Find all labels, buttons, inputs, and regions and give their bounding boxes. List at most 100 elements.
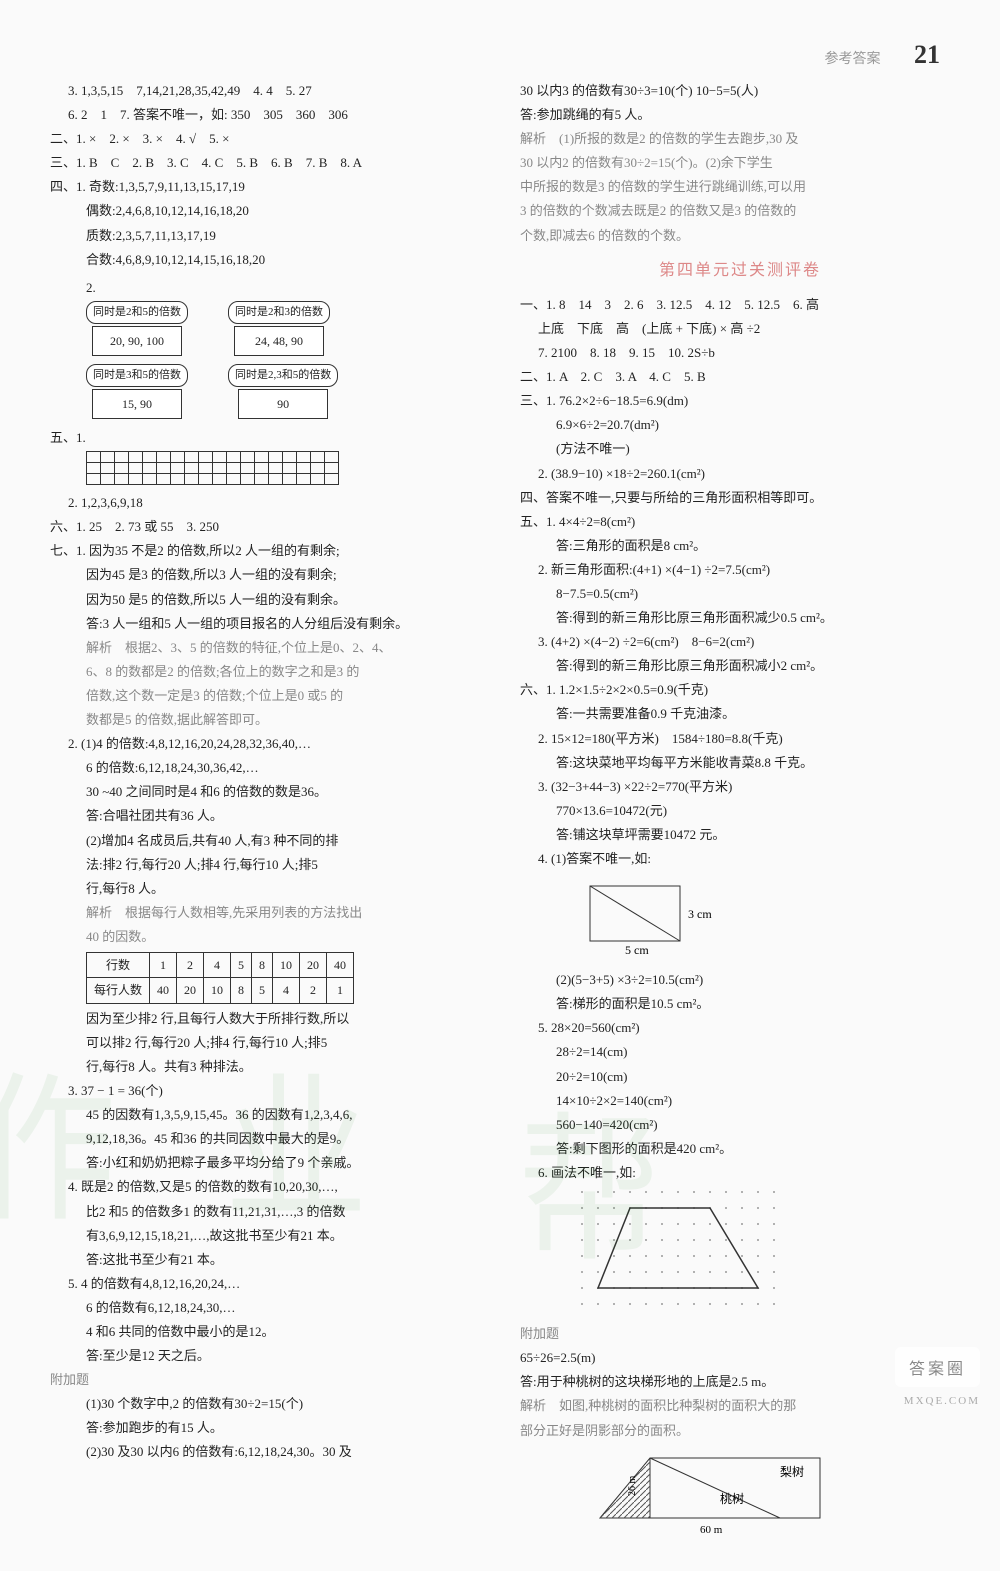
text-line: 5. 28×20=560(cm²) [520, 1017, 960, 1039]
text-line: 答:铺这块草坪需要10472 元。 [520, 824, 960, 846]
analysis-line: 中所报的数是3 的倍数的学生进行跳绳训练,可以用 [520, 176, 960, 198]
text-line: 答:小红和奶奶把粽子最多平均分给了9 个亲戚。 [50, 1152, 490, 1174]
analysis-line: 6、8 的数都是2 的倍数;各位上的数字之和是3 的 [50, 661, 490, 683]
text-line: 3. (32−3+44−3) ×22÷2=770(平方米) [520, 776, 960, 798]
factors-table: 行数 1 2 4 5 8 10 20 40 每行人数 40 20 10 8 5 … [86, 952, 354, 1004]
text-line: 6. 2 1 7. 答案不唯一，如: 350 305 360 306 [50, 104, 490, 126]
text-line: 三、1. 76.2×2÷6−18.5=6.9(dm) [520, 390, 960, 412]
peach-label: 桃树 [720, 1491, 744, 1506]
text-line: 五、1. [50, 427, 490, 449]
corner-sub: MXQE.COM [904, 1395, 980, 1407]
table-cell: 5 [252, 978, 273, 1003]
analysis-line: 3 的倍数的个数减去既是2 的倍数又是3 的倍数的 [520, 200, 960, 222]
text-line: (2)增加4 名成员后,共有40 人,有3 种不同的排 [50, 830, 490, 852]
text-line: 560−140=420(cm²) [520, 1114, 960, 1136]
table-cell: 1 [150, 952, 177, 977]
text-line: (2)(5−3+5) ×3÷2=10.5(cm²) [520, 969, 960, 991]
text-line: (2)30 及30 以内6 的倍数有:6,12,18,24,30。30 及 [50, 1441, 490, 1463]
table-cell: 每行人数 [87, 978, 150, 1003]
text-line: 3. 37 − 1 = 36(个) [50, 1080, 490, 1102]
text-line: 可以排2 行,每行20 人;排4 行,每行10 人;排5 [50, 1032, 490, 1054]
box-data: 90 [238, 389, 328, 419]
text-line: 因为至少排2 行,且每行人数大于所排行数,所以 [50, 1008, 490, 1030]
text-line: 答:这块菜地平均每平方米能收青菜8.8 千克。 [520, 752, 960, 774]
text-line: 行,每行8 人。共有3 种排法。 [50, 1056, 490, 1078]
main-content: 3. 1,3,5,15 7,14,21,28,35,42,49 4. 4 5. … [0, 0, 1000, 1571]
analysis-line: 解析 根据2、3、5 的倍数的特征,个位上是0、2、4、 [50, 637, 490, 659]
text-line: 2. 15×12=180(平方米) 1584÷180=8.8(千克) [520, 728, 960, 750]
right-column: 30 以内3 的倍数有30÷3=10(个) 10−5=5(人) 答:参加跳绳的有… [520, 80, 960, 1551]
text-line: 比2 和5 的倍数多1 的数有11,21,31,…,3 的倍数 [50, 1201, 490, 1223]
analysis-line: 倍数,这个数一定是3 的倍数;个位上是0 或5 的 [50, 685, 490, 707]
table-cell: 4 [204, 952, 231, 977]
text-line: 答:剩下图形的面积是420 cm²。 [520, 1138, 960, 1160]
box-label: 同时是2和5的倍数 [86, 301, 188, 324]
table-cell: 10 [204, 978, 231, 1003]
page-header: 参考答案 21 [825, 40, 941, 70]
text-line: 有3,6,9,12,15,18,21,…,故这批书至少有21 本。 [50, 1225, 490, 1247]
text-line: 4 和6 共同的倍数中最小的是12。 [50, 1321, 490, 1343]
text-line: 二、1. × 2. × 3. × 4. √ 5. × [50, 128, 490, 150]
text-line: 因为50 是5 的倍数,所以5 人一组的没有剩余。 [50, 589, 490, 611]
text-line: 6. 画法不唯一,如: [520, 1162, 960, 1184]
text-line: 四、答案不唯一,只要与所给的三角形面积相等即可。 [520, 487, 960, 509]
text-line: 7. 2100 8. 18 9. 15 10. 2S÷b [520, 342, 960, 364]
corner-badge: 答案圈 [895, 1347, 980, 1387]
text-line: 答:3 人一组和5 人一组的项目报名的人分组后没有剩余。 [50, 613, 490, 635]
box-label: 同时是2和3的倍数 [228, 301, 330, 324]
table-cell: 2 [300, 978, 327, 1003]
dim-label: 60 m [700, 1524, 723, 1536]
table-cell: 20 [300, 952, 327, 977]
text-line: 一、1. 8 14 3 2. 6 3. 12.5 4. 12 5. 12.5 6… [520, 294, 960, 316]
analysis-line: 解析 如图,种桃树的面积比种梨树的面积大的那 [520, 1395, 960, 1417]
table-cell: 8 [252, 952, 273, 977]
text-line: 六、1. 25 2. 73 或 55 3. 250 [50, 516, 490, 538]
table-cell: 1 [327, 978, 354, 1003]
text-line: 答:梯形的面积是10.5 cm²。 [520, 993, 960, 1015]
text-line: 3. 1,3,5,15 7,14,21,28,35,42,49 4. 4 5. … [50, 80, 490, 102]
analysis-line: 40 的因数。 [50, 926, 490, 948]
box-data: 20, 90, 100 [92, 326, 182, 356]
dim-label: 5 cm [625, 943, 649, 956]
text-line: 法:排2 行,每行20 人;排4 行,每行10 人;排5 [50, 854, 490, 876]
triangle-diagram: 3 cm 5 cm [580, 876, 960, 963]
box-data: 15, 90 [92, 389, 182, 419]
pear-label: 梨树 [780, 1464, 804, 1479]
text-line: 答:得到的新三角形比原三角形面积减小2 cm²。 [520, 655, 960, 677]
bonus-label: 附加题 [520, 1323, 960, 1345]
text-line: 30 以内3 的倍数有30÷3=10(个) 10−5=5(人) [520, 80, 960, 102]
text-line: (方法不唯一) [520, 438, 960, 460]
text-line: 答:三角形的面积是8 cm²。 [520, 535, 960, 557]
grid-shape-diagram [580, 1190, 960, 1317]
text-line: 28÷2=14(cm) [520, 1041, 960, 1063]
analysis-line: 解析 (1)所报的数是2 的倍数的学生去跑步,30 及 [520, 128, 960, 150]
text-line: 合数:4,6,8,9,10,12,14,15,16,18,20 [50, 249, 490, 271]
page-number: 21 [914, 40, 940, 69]
text-line: 5. 4 的倍数有4,8,12,16,20,24,… [50, 1273, 490, 1295]
analysis-line: 部分正好是阴影部分的面积。 [520, 1420, 960, 1442]
text-line: 2. (1)4 的倍数:4,8,12,16,20,24,28,32,36,40,… [50, 733, 490, 755]
table-cell: 5 [231, 952, 252, 977]
table-cell: 2 [177, 952, 204, 977]
left-column: 3. 1,3,5,15 7,14,21,28,35,42,49 4. 4 5. … [50, 80, 490, 1551]
text-line: 行,每行8 人。 [50, 878, 490, 900]
text-line: 30 ~40 之间同时是4 和6 的倍数的数是36。 [50, 781, 490, 803]
analysis-line: 数都是5 的倍数,据此解答即可。 [50, 709, 490, 731]
text-line: 770×13.6=10472(元) [520, 800, 960, 822]
text-line: 14×10÷2×2=140(cm²) [520, 1090, 960, 1112]
analysis-line: 30 以内2 的倍数有30÷2=15(个)。(2)余下学生 [520, 152, 960, 174]
text-line: 8−7.5=0.5(cm²) [520, 583, 960, 605]
text-line: 七、1. 因为35 不是2 的倍数,所以2 人一组的有剩余; [50, 540, 490, 562]
analysis-line: 个数,即减去6 的倍数的个数。 [520, 225, 960, 247]
text-line: 2. 1,2,3,6,9,18 [50, 492, 490, 514]
multiples-diagram: 2. 同时是2和5的倍数 20, 90, 100 同时是2和3的倍数 24, 4… [86, 277, 490, 419]
text-line: 3. (4+2) ×(4−2) ÷2=6(cm²) 8−6=2(cm²) [520, 631, 960, 653]
table-cell: 20 [177, 978, 204, 1003]
text-line: 2. 新三角形面积:(4+1) ×(4−1) ÷2=7.5(cm²) [520, 559, 960, 581]
table-cell: 10 [273, 952, 300, 977]
text-line: 45 的因数有1,3,5,9,15,45。36 的因数有1,2,3,4,6, [50, 1104, 490, 1126]
table-cell: 40 [327, 952, 354, 977]
text-line: 因为45 是3 的倍数,所以3 人一组的没有剩余; [50, 564, 490, 586]
table-cell: 40 [150, 978, 177, 1003]
text-line: 答:这批书至少有21 本。 [50, 1249, 490, 1271]
